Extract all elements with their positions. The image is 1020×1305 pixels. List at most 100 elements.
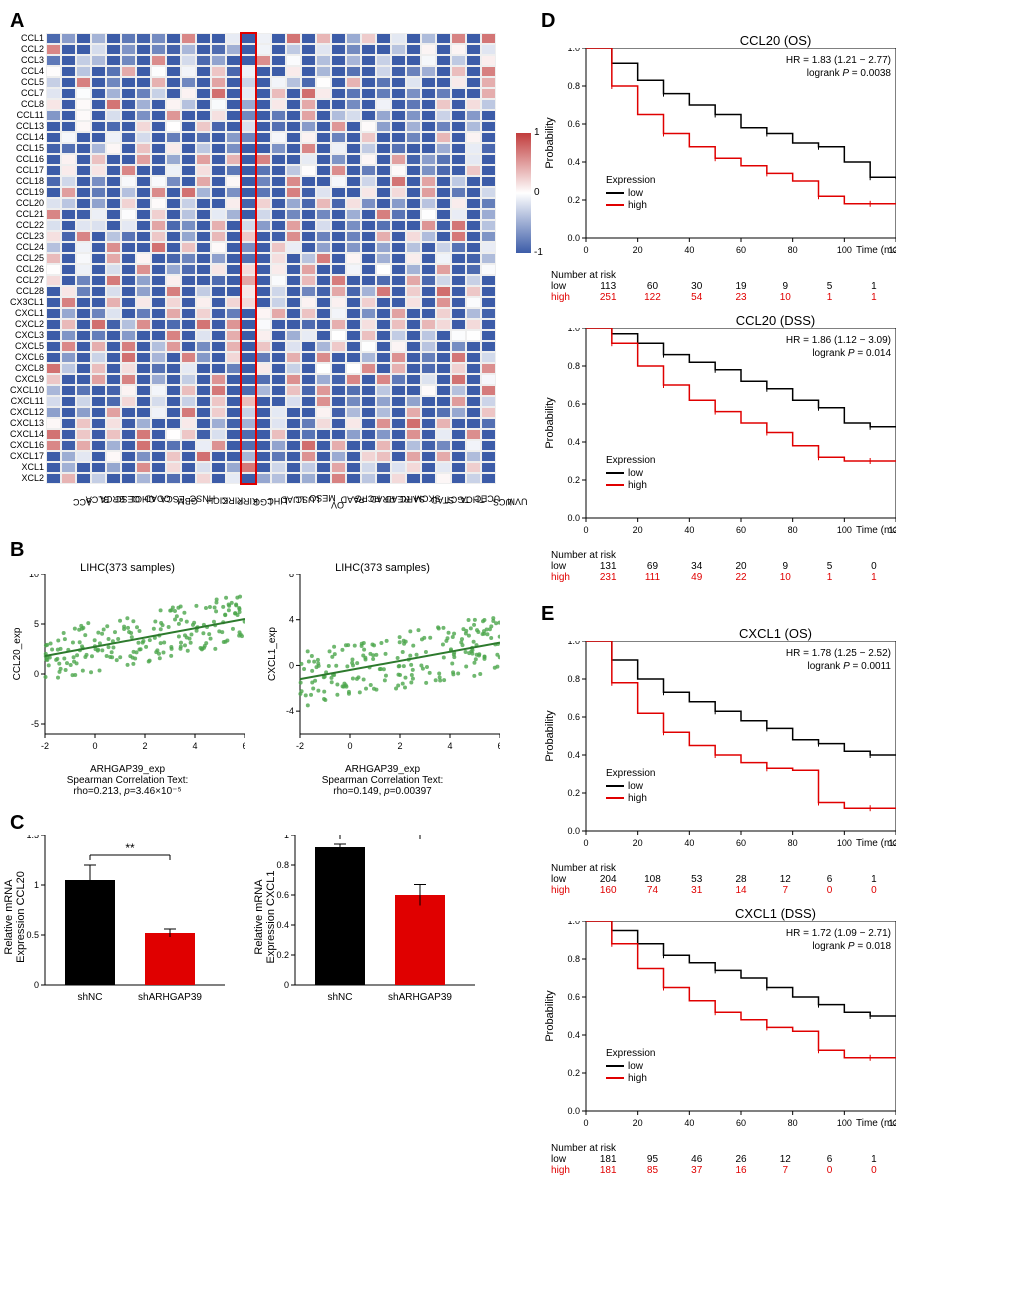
heatmap-cell — [76, 473, 91, 484]
km-svg: 0204060801001200.00.20.40.60.81.0HR = 1.… — [541, 921, 896, 1136]
km-plot: CXCL1 (DSS)0204060801001200.00.20.40.60.… — [541, 906, 1010, 1176]
heatmap-cell — [46, 319, 61, 330]
heatmap-cell — [451, 374, 466, 385]
heatmap-cell — [466, 418, 481, 429]
heatmap-row-label: CCL15 — [10, 143, 46, 154]
heatmap-cell — [271, 385, 286, 396]
heatmap-cell — [316, 33, 331, 44]
heatmap-cell — [376, 143, 391, 154]
heatmap-cell — [436, 374, 451, 385]
heatmap-cell — [211, 110, 226, 121]
heatmap-cell — [331, 44, 346, 55]
heatmap-cell — [76, 308, 91, 319]
heatmap-cell — [271, 66, 286, 77]
heatmap-cell — [46, 341, 61, 352]
heatmap-cell — [361, 308, 376, 319]
scatter-stats: rho=0.149, p=0.00397 — [265, 786, 500, 797]
heatmap-cell — [421, 77, 436, 88]
svg-text:40: 40 — [684, 1118, 694, 1128]
heatmap-cell — [391, 429, 406, 440]
heatmap-cell — [391, 66, 406, 77]
heatmap-cell — [301, 209, 316, 220]
heatmap-cell — [346, 462, 361, 473]
heatmap-cell — [391, 220, 406, 231]
heatmap-cell — [346, 253, 361, 264]
heatmap-cell — [406, 374, 421, 385]
heatmap-cell — [76, 187, 91, 198]
heatmap-cell — [406, 231, 421, 242]
heatmap-cell — [46, 154, 61, 165]
heatmap-cell — [451, 330, 466, 341]
heatmap-cell — [256, 33, 271, 44]
heatmap-cell — [481, 297, 496, 308]
risk-header: Number at risk — [551, 270, 1010, 281]
svg-text:Probability: Probability — [544, 710, 556, 762]
heatmap-cell — [226, 319, 241, 330]
heatmap-cell — [271, 330, 286, 341]
heatmap-cell — [121, 154, 136, 165]
heatmap-cell — [436, 33, 451, 44]
heatmap-cell — [421, 286, 436, 297]
heatmap-cell — [241, 429, 256, 440]
heatmap-cell — [451, 165, 466, 176]
heatmap-cell — [421, 374, 436, 385]
heatmap-cell — [106, 374, 121, 385]
heatmap-cell — [166, 286, 181, 297]
heatmap-cell — [286, 176, 301, 187]
heatmap-cell — [376, 44, 391, 55]
svg-text:0: 0 — [584, 525, 589, 535]
heatmap-cell — [391, 396, 406, 407]
heatmap-cell — [361, 462, 376, 473]
heatmap-cell — [361, 154, 376, 165]
heatmap-row-label: CCL19 — [10, 187, 46, 198]
heatmap-row-label: CXCL13 — [10, 418, 46, 429]
heatmap-cell — [466, 33, 481, 44]
heatmap-cell — [256, 319, 271, 330]
heatmap-cell — [181, 176, 196, 187]
heatmap-cell — [301, 319, 316, 330]
heatmap-cell — [271, 143, 286, 154]
heatmap-cell — [136, 121, 151, 132]
heatmap-cell — [121, 231, 136, 242]
heatmap-cell — [286, 440, 301, 451]
heatmap-cell — [466, 396, 481, 407]
heatmap-cell — [226, 110, 241, 121]
heatmap-cell — [211, 242, 226, 253]
heatmap-cell — [376, 319, 391, 330]
heatmap-cell — [166, 264, 181, 275]
heatmap-cell — [226, 297, 241, 308]
heatmap-cell — [466, 429, 481, 440]
heatmap-cell — [256, 341, 271, 352]
heatmap-cell — [91, 143, 106, 154]
heatmap-cell — [331, 66, 346, 77]
heatmap-cell — [361, 319, 376, 330]
svg-text:HR = 1.86 (1.12 − 3.09): HR = 1.86 (1.12 − 3.09) — [786, 335, 891, 346]
svg-text:0.0: 0.0 — [568, 513, 581, 523]
km-title: CXCL1 (OS) — [541, 626, 1010, 641]
heatmap-cell — [46, 165, 61, 176]
heatmap-cell — [226, 99, 241, 110]
heatmap-cell — [241, 407, 256, 418]
heatmap-cell — [346, 341, 361, 352]
heatmap-cell — [196, 341, 211, 352]
heatmap-cell — [76, 88, 91, 99]
heatmap-cell — [436, 231, 451, 242]
heatmap-cell — [196, 187, 211, 198]
svg-text:4: 4 — [192, 741, 197, 751]
heatmap-cell — [481, 396, 496, 407]
heatmap-cell — [76, 33, 91, 44]
heatmap-cell — [136, 44, 151, 55]
heatmap-cell — [301, 363, 316, 374]
heatmap-cell — [406, 110, 421, 121]
heatmap-cell — [466, 253, 481, 264]
heatmap-cell — [376, 374, 391, 385]
heatmap-cell — [436, 308, 451, 319]
heatmap-cell — [61, 88, 76, 99]
heatmap-cell — [391, 99, 406, 110]
heatmap-cell — [91, 462, 106, 473]
heatmap-cell — [46, 99, 61, 110]
heatmap-cell — [481, 33, 496, 44]
heatmap-cell — [421, 407, 436, 418]
heatmap-cell — [46, 440, 61, 451]
heatmap-cell — [451, 44, 466, 55]
